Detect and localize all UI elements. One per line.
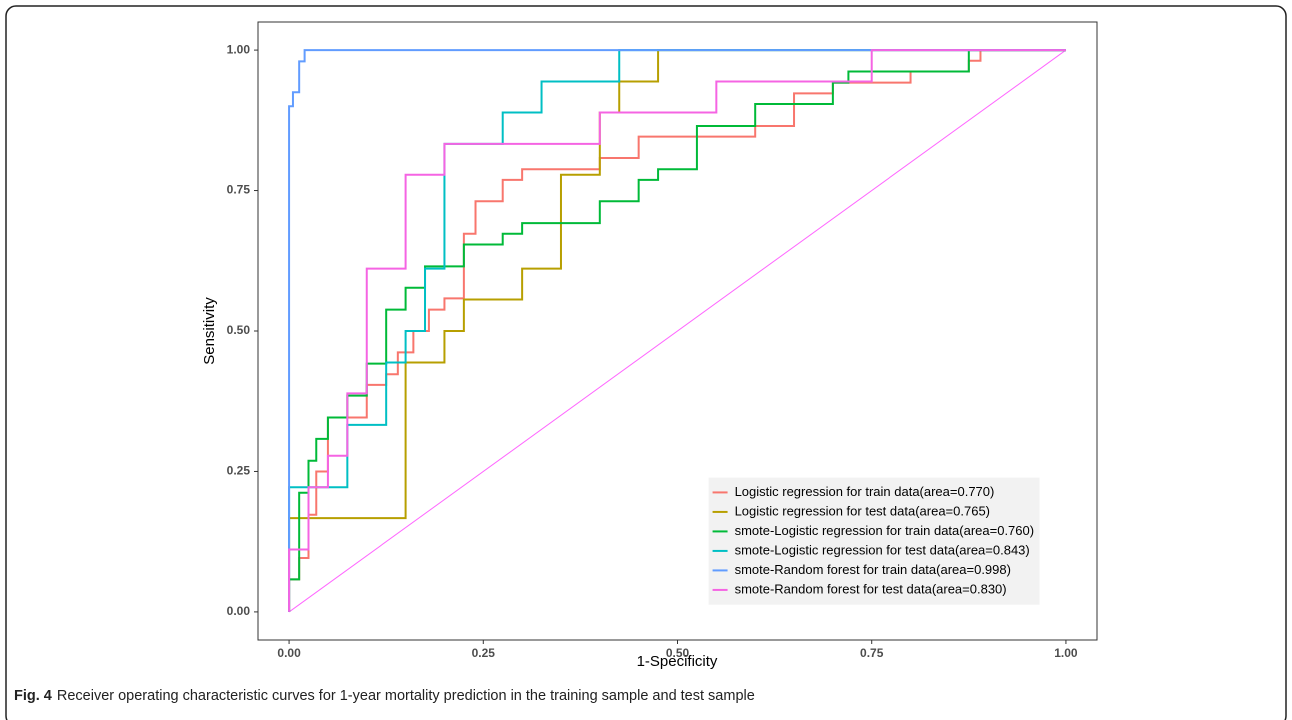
x-tick-label: 0.50: [666, 646, 690, 660]
x-tick-label: 1.00: [1054, 646, 1078, 660]
x-tick-label: 0.25: [472, 646, 496, 660]
legend-label: smote-Random forest for train data(area=…: [735, 562, 1011, 577]
caption: Fig. 4 Receiver operating characteristic …: [14, 688, 755, 704]
legend-label: Logistic regression for train data(area=…: [735, 484, 995, 499]
legend-background: [708, 477, 1040, 605]
legend-label: smote-Logistic regression for test data(…: [735, 542, 1030, 557]
caption-text: Receiver operating characteristic curves…: [57, 688, 755, 704]
y-tick-label: 0.75: [227, 183, 251, 197]
roc-curve: [288, 49, 1066, 612]
y-tick-label: 1.00: [227, 42, 251, 56]
legend: Logistic regression for train data(area=…: [708, 477, 1040, 605]
reference-line: [288, 49, 1067, 613]
y-tick-label: 0.00: [227, 604, 251, 618]
x-tick-label: 0.75: [860, 646, 884, 660]
caption-label: Fig. 4: [14, 688, 52, 704]
y-tick-label: 0.50: [227, 323, 251, 337]
legend-label: smote-Random forest for test data(area=0…: [735, 581, 1007, 596]
legend-label: smote-Logistic regression for train data…: [735, 523, 1035, 538]
y-axis-title: Sensitivity: [201, 297, 218, 365]
legend-label: Logistic regression for test data(area=0…: [735, 503, 990, 518]
y-tick-label: 0.25: [227, 464, 251, 478]
roc-curve: [288, 49, 1066, 612]
roc-curve: [288, 49, 1066, 612]
x-tick-label: 0.00: [277, 646, 301, 660]
x-axis-title: 1-Specificity: [637, 653, 718, 670]
